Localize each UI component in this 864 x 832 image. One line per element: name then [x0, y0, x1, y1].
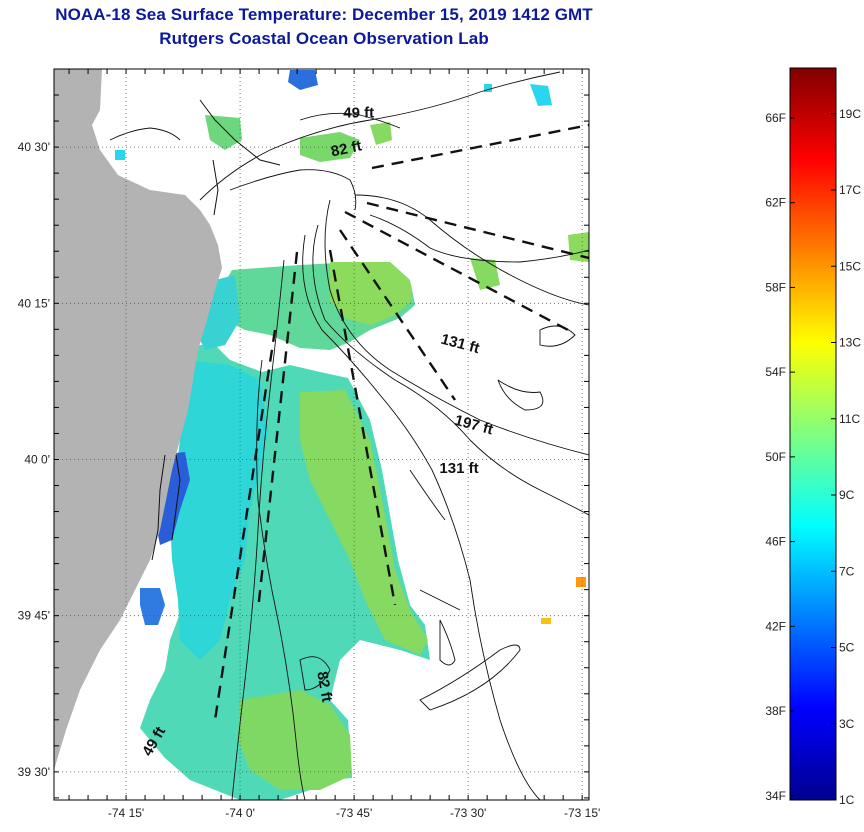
- lon-tick-label: -74 15': [108, 806, 144, 820]
- colorbar-labels: 19C 17C 15C 13C 11C 9C 7C 5C 3C 1C 66F 62F 58F 54F 50F…: [765, 107, 861, 807]
- colorbar-label-c: 19C: [839, 107, 861, 121]
- map-subtitle: Rutgers Coastal Ocean Observation Lab: [159, 29, 489, 48]
- lat-tick-label: 40 0': [24, 452, 50, 466]
- sst-patch-cold-north: [288, 70, 318, 90]
- colorbar-label-c: 3C: [839, 717, 855, 731]
- shipping-lanes: [213, 123, 589, 721]
- sst-patch-north-east: [370, 122, 392, 145]
- sst-patch-mid-warm: [330, 262, 412, 325]
- contour-depth-label: 49 ft: [343, 105, 374, 122]
- land-new-jersey: [54, 69, 222, 770]
- colorbar-label-c: 15C: [839, 259, 861, 273]
- colorbar-label-f: 54F: [765, 365, 786, 379]
- bathymetry-contours: [109, 71, 589, 800]
- colorbar-ticks: [790, 113, 836, 801]
- contour-depth-label: 82 ft: [313, 670, 335, 703]
- colorbar-label-c: 11C: [839, 412, 860, 426]
- colorbar-label-c: 13C: [839, 336, 861, 350]
- contour-depth-label: 82 ft: [329, 137, 363, 160]
- lat-tick-label: 40 30': [18, 140, 50, 154]
- map-title: NOAA-18 Sea Surface Temperature: Decembe…: [55, 5, 593, 24]
- colorbar-label-c: 17C: [839, 183, 861, 197]
- colorbar-label-c: 7C: [839, 564, 855, 578]
- sst-pixel-cyan2: [484, 84, 492, 92]
- colorbar-label-f: 38F: [765, 704, 786, 718]
- colorbar-label-f: 58F: [765, 280, 786, 294]
- sst-patch-south-warm2: [238, 690, 352, 790]
- sst-pixel-warm2: [541, 618, 551, 624]
- land-layer: [54, 69, 222, 770]
- sst-data-layer: [115, 70, 589, 800]
- colorbar: 19C 17C 15C 13C 11C 9C 7C 5C 3C 1C 66F 62F 58F 54F 50F…: [765, 67, 861, 807]
- sst-pixel-cyan: [115, 150, 125, 160]
- sst-patch-south-warm: [300, 390, 428, 655]
- colorbar-label-f: 62F: [765, 196, 786, 210]
- colorbar-label-f: 42F: [765, 619, 786, 633]
- colorbar-label-f: 50F: [765, 450, 786, 464]
- sst-patch-cyan-north: [530, 84, 552, 106]
- sst-patch-coastal-strip: [195, 275, 240, 350]
- lon-tick-label: -73 15': [564, 806, 600, 820]
- colorbar-label-c: 5C: [839, 641, 855, 655]
- sst-patch-east: [568, 232, 589, 262]
- coastline-detail: [151, 99, 281, 561]
- lon-tick-label: -73 45': [336, 806, 372, 820]
- sst-patch-south-cool: [170, 360, 268, 660]
- contour-depth-label: 131 ft: [439, 460, 478, 477]
- sst-pixel-warm: [576, 577, 586, 587]
- colorbar-label-c: 9C: [839, 488, 855, 502]
- colorbar-ramp: [789, 67, 837, 801]
- map-frame: [53, 68, 590, 801]
- lon-tick-label: -74 0': [225, 806, 255, 820]
- colorbar-label-f: 34F: [765, 789, 786, 803]
- sst-patch-north-bay: [205, 115, 242, 150]
- lon-tick-label: -73 30': [450, 806, 486, 820]
- frame-ticks: [54, 68, 589, 800]
- colorbar-label-f: 66F: [765, 111, 786, 125]
- lat-tick-label: 39 45': [18, 609, 50, 623]
- colorbar-label-f: 46F: [765, 535, 786, 549]
- colorbar-label-c: 1C: [839, 793, 855, 807]
- axis-labels: 40 30' 40 15' 40 0' 39 45' 39 30' -74 15' -74 …: [18, 140, 601, 820]
- lat-tick-label: 40 15': [18, 296, 50, 310]
- lat-tick-label: 39 30': [18, 765, 50, 779]
